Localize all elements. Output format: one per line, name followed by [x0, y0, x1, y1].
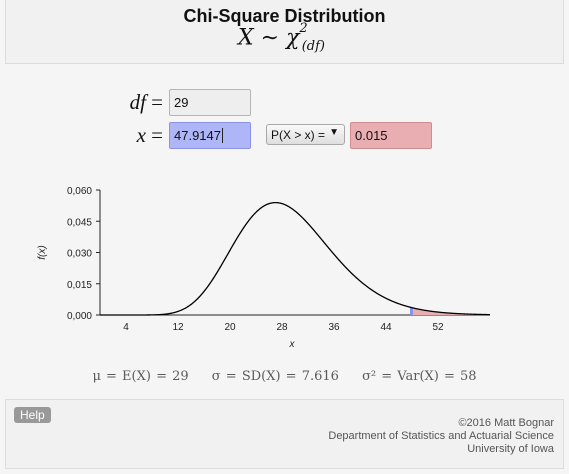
df-label: df = — [103, 90, 163, 115]
probability-type-value: P(X > x) = — [271, 128, 325, 142]
x-input-value: 47.9147 — [174, 128, 221, 143]
dropdown-arrow-icon: ▼ — [329, 127, 339, 138]
x-label: x = — [103, 123, 163, 148]
density-curve — [100, 203, 490, 315]
page-title: Chi-Square Distribution — [6, 6, 563, 27]
help-button[interactable]: Help — [14, 407, 51, 423]
density-chart: 0,000 0,015 0,030 0,045 0,060 4 12 20 28 36 44 52 x f… — [0, 175, 569, 355]
x-tick-label: 28 — [276, 322, 288, 333]
x-tick-label: 12 — [172, 322, 184, 333]
x-tick-label: 52 — [432, 322, 444, 333]
probability-output[interactable]: 0.015 — [350, 122, 432, 149]
y-tick-label: 0,030 — [67, 249, 92, 260]
credit-copyright: ©2016 Matt Bognar — [328, 417, 554, 430]
summary-stats: μ = E(X) = 29 σ = SD(X) = 7.616 σ² = Var… — [0, 369, 569, 384]
mean-stat: μ = E(X) = 29 — [92, 369, 188, 384]
distribution-formula: X ∼ χ2(df) — [6, 25, 563, 54]
probability-type-select[interactable]: P(X > x) = ▼ — [266, 124, 345, 145]
credit-university: University of Iowa — [328, 443, 554, 456]
y-tick-label: 0,015 — [67, 280, 92, 291]
footer-panel: Help ©2016 Matt Bognar Department of Sta… — [5, 399, 564, 469]
x-tick-label: 20 — [224, 322, 236, 333]
variance-stat: σ² = Var(X) = 58 — [362, 369, 477, 384]
x-input[interactable]: 47.9147 — [169, 122, 251, 149]
y-tick-label: 0,000 — [67, 311, 92, 322]
df-input[interactable]: 29 — [169, 89, 251, 116]
x-tick-label: 36 — [328, 322, 340, 333]
x-axis-label: x — [289, 339, 296, 350]
credit-text: ©2016 Matt Bognar Department of Statisti… — [328, 417, 554, 456]
sd-stat: σ = SD(X) = 7.616 — [212, 369, 339, 384]
x-tick-label: 44 — [380, 322, 392, 333]
y-tick-label: 0,045 — [67, 217, 92, 228]
x-tick-label: 4 — [123, 322, 129, 333]
credit-department: Department of Statistics and Actuarial S… — [328, 430, 554, 443]
header-panel: Chi-Square Distribution X ∼ χ2(df) — [5, 0, 564, 64]
y-axis-label: f(x) — [37, 245, 48, 259]
y-tick-label: 0,060 — [67, 186, 92, 197]
